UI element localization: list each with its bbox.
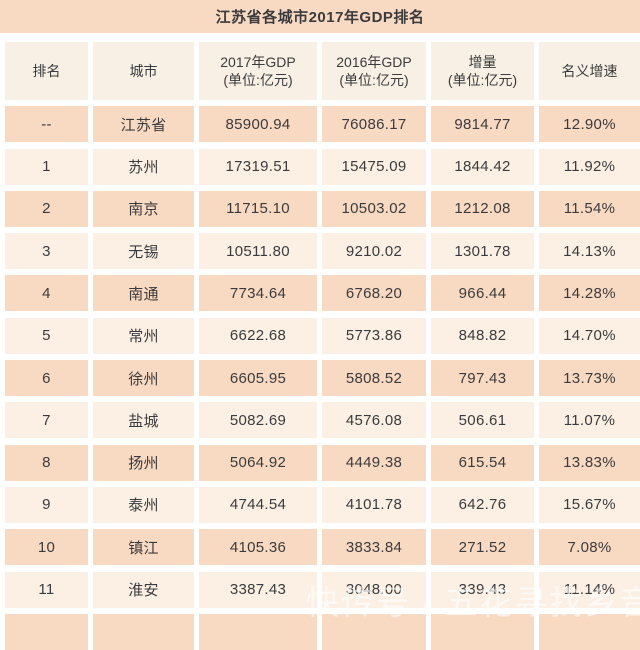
cell-increment: 642.76	[431, 486, 534, 523]
cell-gdp-2017: 4105.36	[199, 529, 317, 566]
cell-increment: 966.44	[431, 275, 534, 312]
gdp-ranking-table: 排名 城市 2017年GDP (单位:亿元) 2016年GDP (单位:亿元) 增量 (单位:…	[0, 42, 640, 650]
col-header-growth: 名义增速	[539, 42, 640, 100]
cell-city: 盐城	[93, 402, 194, 439]
cell-gdp-2016: 4576.08	[322, 402, 426, 439]
cell-gdp-2017: 5064.92	[199, 444, 317, 481]
cell-growth: 14.28%	[539, 275, 640, 312]
cell-growth: 11.54%	[539, 190, 640, 227]
partial-next-row-cell	[431, 613, 534, 650]
cell-gdp-2017: 6605.95	[199, 360, 317, 397]
cell-gdp-2016: 5773.86	[322, 317, 426, 354]
cell-rank: 4	[5, 275, 88, 312]
cell-rank: 3	[5, 233, 88, 270]
cell-gdp-2016: 6768.20	[322, 275, 426, 312]
cell-rank: 1	[5, 148, 88, 185]
cell-city: 淮安	[93, 571, 194, 608]
cell-city: 扬州	[93, 444, 194, 481]
col-header-unit: (单位:亿元)	[339, 72, 409, 88]
cell-increment: 1301.78	[431, 233, 534, 270]
cell-gdp-2016: 3833.84	[322, 529, 426, 566]
cell-city: 南京	[93, 190, 194, 227]
cell-gdp-2016: 9210.02	[322, 233, 426, 270]
cell-city: 无锡	[93, 233, 194, 270]
table-title: 江苏省各城市2017年GDP排名	[0, 0, 640, 33]
cell-growth: 14.13%	[539, 233, 640, 270]
partial-next-row-cell	[199, 613, 317, 650]
cell-rank: 6	[5, 360, 88, 397]
cell-city: 常州	[93, 317, 194, 354]
cell-increment: 339.43	[431, 571, 534, 608]
cell-rank: 8	[5, 444, 88, 481]
col-header-label: 城市	[129, 63, 158, 79]
cell-city: 江苏省	[93, 106, 194, 143]
cell-growth: 11.14%	[539, 571, 640, 608]
cell-growth: 13.73%	[539, 360, 640, 397]
cell-growth: 14.70%	[539, 317, 640, 354]
cell-increment: 797.43	[431, 360, 534, 397]
cell-gdp-2016: 15475.09	[322, 148, 426, 185]
cell-growth: 15.67%	[539, 486, 640, 523]
cell-gdp-2016: 4101.78	[322, 486, 426, 523]
cell-growth: 13.83%	[539, 444, 640, 481]
col-header-label: 2017年GDP	[220, 54, 296, 70]
col-header-rank: 排名	[5, 42, 88, 100]
partial-next-row-cell	[93, 613, 194, 650]
cell-gdp-2016: 10503.02	[322, 190, 426, 227]
cell-gdp-2017: 17319.51	[199, 148, 317, 185]
cell-gdp-2017: 4744.54	[199, 486, 317, 523]
col-header-label: 排名	[32, 63, 61, 79]
cell-increment: 9814.77	[431, 106, 534, 143]
cell-gdp-2017: 6622.68	[199, 317, 317, 354]
cell-rank: 11	[5, 571, 88, 608]
cell-gdp-2017: 7734.64	[199, 275, 317, 312]
cell-rank: 5	[5, 317, 88, 354]
cell-city: 苏州	[93, 148, 194, 185]
cell-gdp-2017: 5082.69	[199, 402, 317, 439]
cell-increment: 848.82	[431, 317, 534, 354]
cell-increment: 1212.08	[431, 190, 534, 227]
col-header-increment: 增量 (单位:亿元)	[431, 42, 534, 100]
cell-rank: 9	[5, 486, 88, 523]
cell-city: 南通	[93, 275, 194, 312]
cell-city: 镇江	[93, 529, 194, 566]
cell-city: 徐州	[93, 360, 194, 397]
col-header-label: 增量	[468, 54, 497, 70]
cell-gdp-2016: 76086.17	[322, 106, 426, 143]
partial-next-row-cell	[5, 613, 88, 650]
cell-rank: --	[5, 106, 88, 143]
partial-next-row-cell	[539, 613, 640, 650]
col-header-unit: (单位:亿元)	[223, 72, 293, 88]
col-header-unit: (单位:亿元)	[447, 72, 518, 88]
col-header-label: 2016年GDP	[336, 54, 412, 70]
cell-increment: 506.61	[431, 402, 534, 439]
cell-growth: 7.08%	[539, 529, 640, 566]
cell-gdp-2016: 3048.00	[322, 571, 426, 608]
cell-increment: 1844.42	[431, 148, 534, 185]
cell-gdp-2017: 11715.10	[199, 190, 317, 227]
col-header-gdp-2016: 2016年GDP (单位:亿元)	[322, 42, 426, 100]
cell-increment: 615.54	[431, 444, 534, 481]
cell-city: 泰州	[93, 486, 194, 523]
cell-increment: 271.52	[431, 529, 534, 566]
cell-growth: 12.90%	[539, 106, 640, 143]
partial-next-row-cell	[322, 613, 426, 650]
cell-gdp-2017: 3387.43	[199, 571, 317, 608]
cell-growth: 11.07%	[539, 402, 640, 439]
cell-rank: 10	[5, 529, 88, 566]
cell-gdp-2016: 5808.52	[322, 360, 426, 397]
cell-rank: 7	[5, 402, 88, 439]
cell-rank: 2	[5, 190, 88, 227]
cell-growth: 11.92%	[539, 148, 640, 185]
col-header-city: 城市	[93, 42, 194, 100]
cell-gdp-2017: 85900.94	[199, 106, 317, 143]
col-header-label: 名义增速	[561, 63, 618, 79]
cell-gdp-2017: 10511.80	[199, 233, 317, 270]
col-header-gdp-2017: 2017年GDP (单位:亿元)	[199, 42, 317, 100]
cell-gdp-2016: 4449.38	[322, 444, 426, 481]
